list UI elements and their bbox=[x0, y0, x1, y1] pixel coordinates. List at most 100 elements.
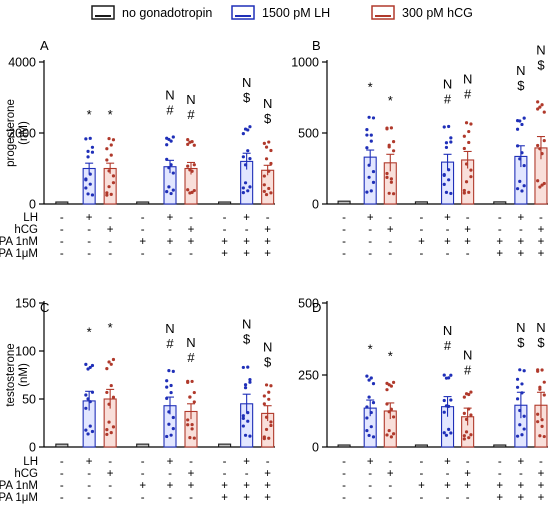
data-point bbox=[520, 382, 524, 386]
data-point bbox=[190, 169, 194, 173]
data-point bbox=[111, 174, 116, 178]
data-point bbox=[169, 163, 173, 167]
data-point bbox=[369, 425, 373, 429]
data-point bbox=[84, 393, 88, 397]
data-point bbox=[542, 380, 546, 384]
data-point bbox=[367, 395, 371, 399]
condition-sign: + bbox=[107, 468, 114, 480]
condition-sign: + bbox=[418, 480, 425, 492]
data-point bbox=[385, 127, 389, 131]
data-point bbox=[469, 175, 473, 179]
y-tick-label: 100 bbox=[15, 345, 36, 359]
data-point bbox=[269, 161, 273, 166]
data-point bbox=[243, 181, 248, 185]
condition-sign: + bbox=[86, 212, 93, 224]
data-point bbox=[88, 365, 92, 370]
data-point bbox=[246, 365, 250, 369]
condition-label: BPA 1μM bbox=[0, 248, 38, 260]
data-point bbox=[165, 396, 169, 400]
bar-D-0 bbox=[337, 444, 351, 448]
annotation-label: $ bbox=[264, 111, 272, 126]
legend-swatch-2 bbox=[371, 5, 395, 20]
y-tick-label: 0 bbox=[29, 198, 36, 212]
condition-sign: - bbox=[87, 468, 91, 480]
data-point bbox=[449, 191, 453, 196]
condition-sign: - bbox=[108, 492, 112, 504]
data-point bbox=[391, 380, 396, 384]
condition-sign: + bbox=[444, 212, 451, 224]
condition-sign: - bbox=[342, 492, 346, 504]
condition-sign: - bbox=[519, 224, 523, 236]
data-point bbox=[241, 424, 245, 428]
data-point bbox=[389, 180, 393, 184]
condition-sign: + bbox=[243, 236, 250, 248]
condition-sign: + bbox=[264, 492, 271, 504]
bar-D-3 bbox=[414, 444, 428, 448]
data-point bbox=[262, 183, 266, 187]
data-point bbox=[442, 398, 446, 403]
data-point bbox=[462, 411, 466, 415]
data-point bbox=[369, 133, 373, 137]
y-tick-label: 4000 bbox=[8, 56, 36, 70]
data-point bbox=[111, 357, 116, 362]
data-point bbox=[169, 383, 173, 388]
condition-sign: - bbox=[87, 236, 91, 248]
data-point bbox=[88, 400, 92, 404]
data-point bbox=[109, 362, 113, 366]
condition-sign: - bbox=[223, 212, 227, 224]
data-point bbox=[111, 181, 116, 185]
data-point bbox=[248, 185, 252, 189]
condition-sign: - bbox=[266, 456, 270, 468]
annotation-label: * bbox=[108, 320, 113, 335]
data-point bbox=[365, 428, 369, 433]
data-point bbox=[365, 374, 369, 378]
condition-sign: - bbox=[466, 248, 470, 260]
data-point bbox=[107, 420, 111, 424]
data-point bbox=[109, 383, 113, 388]
data-point bbox=[467, 407, 471, 411]
data-point bbox=[462, 146, 466, 151]
data-point bbox=[540, 368, 544, 372]
condition-sign: - bbox=[446, 468, 450, 480]
annotation-label: $ bbox=[537, 57, 545, 72]
data-point bbox=[246, 128, 250, 132]
data-point bbox=[86, 192, 90, 196]
condition-sign: - bbox=[87, 248, 91, 260]
data-point bbox=[515, 397, 520, 401]
condition-sign: + bbox=[167, 212, 174, 224]
data-point bbox=[169, 390, 173, 395]
data-point bbox=[192, 163, 196, 167]
data-point bbox=[248, 157, 252, 161]
condition-sign: + bbox=[243, 492, 250, 504]
legend-label-1: 1500 pM LH bbox=[262, 6, 330, 20]
condition-sign: + bbox=[518, 248, 525, 260]
condition-sign: - bbox=[168, 224, 172, 236]
bar-A-6 bbox=[218, 201, 232, 205]
panel-letter-A: A bbox=[40, 38, 49, 53]
condition-label: hCG bbox=[14, 224, 38, 236]
data-point bbox=[243, 386, 248, 390]
condition-sign: - bbox=[498, 212, 502, 224]
data-point bbox=[248, 377, 252, 382]
data-point bbox=[111, 425, 116, 429]
data-point bbox=[518, 119, 522, 123]
data-point bbox=[469, 122, 473, 126]
data-point bbox=[107, 402, 111, 406]
data-point bbox=[171, 427, 175, 431]
condition-sign: - bbox=[388, 480, 392, 492]
data-point bbox=[442, 431, 446, 435]
data-point bbox=[536, 100, 540, 104]
data-point bbox=[515, 127, 520, 131]
data-point bbox=[109, 143, 113, 147]
annotation-label: # bbox=[187, 107, 195, 122]
data-point bbox=[186, 380, 190, 384]
condition-sign: - bbox=[519, 468, 523, 480]
annotation-label: * bbox=[87, 324, 92, 339]
condition-sign: + bbox=[367, 212, 374, 224]
data-point bbox=[243, 163, 248, 167]
data-point bbox=[165, 190, 169, 194]
data-point bbox=[248, 125, 252, 129]
data-point bbox=[444, 141, 449, 145]
data-point bbox=[88, 172, 92, 176]
